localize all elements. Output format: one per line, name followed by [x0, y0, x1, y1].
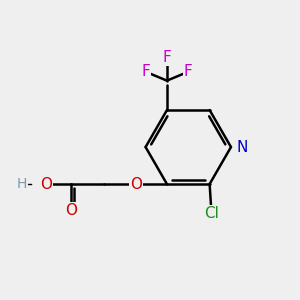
- Text: F: F: [141, 64, 150, 79]
- Text: O: O: [65, 203, 77, 218]
- Text: N: N: [236, 140, 247, 154]
- Text: O: O: [40, 176, 52, 191]
- Text: F: F: [184, 64, 193, 79]
- Text: Cl: Cl: [204, 206, 218, 221]
- Text: O: O: [130, 176, 142, 191]
- Text: F: F: [163, 50, 171, 65]
- Text: H: H: [17, 177, 27, 191]
